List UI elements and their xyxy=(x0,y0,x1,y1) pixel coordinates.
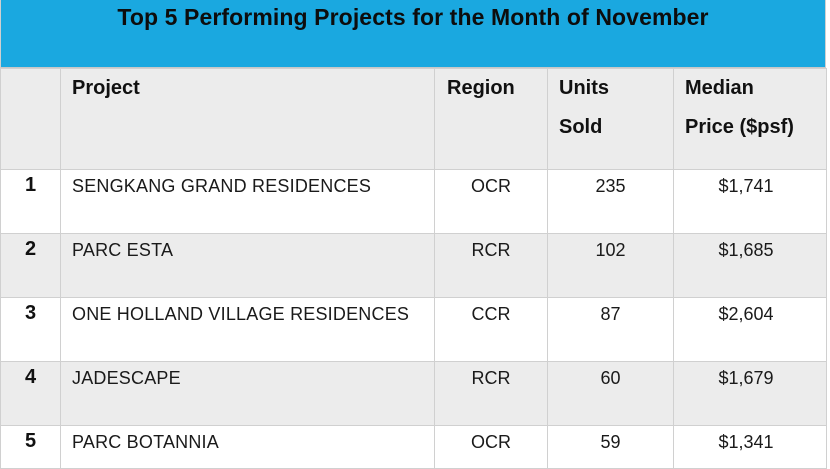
table-row: 5 PARC BOTANNIA OCR 59 $1,341 xyxy=(0,425,827,469)
project-cell: JADESCAPE xyxy=(60,361,435,426)
region-cell: OCR xyxy=(434,425,548,469)
header-price-line2: Price ($psf) xyxy=(685,116,794,138)
project-cell: PARC ESTA xyxy=(60,233,435,298)
project-cell: SENGKANG GRAND RESIDENCES xyxy=(60,169,435,234)
header-units-sold: Units Sold xyxy=(547,68,674,170)
header-region: Region xyxy=(434,68,548,170)
table-row: 3 ONE HOLLAND VILLAGE RESIDENCES CCR 87 … xyxy=(0,297,827,362)
table-title: Top 5 Performing Projects for the Month … xyxy=(117,4,709,30)
units-cell: 235 xyxy=(547,169,674,234)
rank-cell: 5 xyxy=(0,425,61,469)
table-row: 2 PARC ESTA RCR 102 $1,685 xyxy=(0,233,827,298)
price-cell: $1,685 xyxy=(673,233,827,298)
price-cell: $1,679 xyxy=(673,361,827,426)
header-units-line1: Units xyxy=(559,77,609,99)
header-row: Project Region Units Sold Median Price (… xyxy=(0,68,827,170)
header-rank xyxy=(0,68,61,170)
region-cell: RCR xyxy=(434,233,548,298)
header-median-price: Median Price ($psf) xyxy=(673,68,827,170)
header-project: Project xyxy=(60,68,435,170)
header-price-line1: Median xyxy=(685,77,754,99)
region-cell: RCR xyxy=(434,361,548,426)
price-cell: $2,604 xyxy=(673,297,827,362)
units-cell: 60 xyxy=(547,361,674,426)
table-row: 4 JADESCAPE RCR 60 $1,679 xyxy=(0,361,827,426)
rank-cell: 2 xyxy=(0,233,61,298)
project-cell: ONE HOLLAND VILLAGE RESIDENCES xyxy=(60,297,435,362)
rank-cell: 3 xyxy=(0,297,61,362)
units-cell: 102 xyxy=(547,233,674,298)
title-bar: Top 5 Performing Projects for the Month … xyxy=(0,0,826,68)
units-cell: 87 xyxy=(547,297,674,362)
region-cell: CCR xyxy=(434,297,548,362)
price-cell: $1,341 xyxy=(673,425,827,469)
header-region-label: Region xyxy=(447,77,515,99)
projects-table: Project Region Units Sold Median Price (… xyxy=(0,68,827,469)
price-cell: $1,741 xyxy=(673,169,827,234)
header-units-line2: Sold xyxy=(559,116,603,138)
units-cell: 59 xyxy=(547,425,674,469)
region-cell: OCR xyxy=(434,169,548,234)
rank-cell: 4 xyxy=(0,361,61,426)
project-cell: PARC BOTANNIA xyxy=(60,425,435,469)
rank-cell: 1 xyxy=(0,169,61,234)
header-project-label: Project xyxy=(72,77,140,99)
table-row: 1 SENGKANG GRAND RESIDENCES OCR 235 $1,7… xyxy=(0,169,827,234)
